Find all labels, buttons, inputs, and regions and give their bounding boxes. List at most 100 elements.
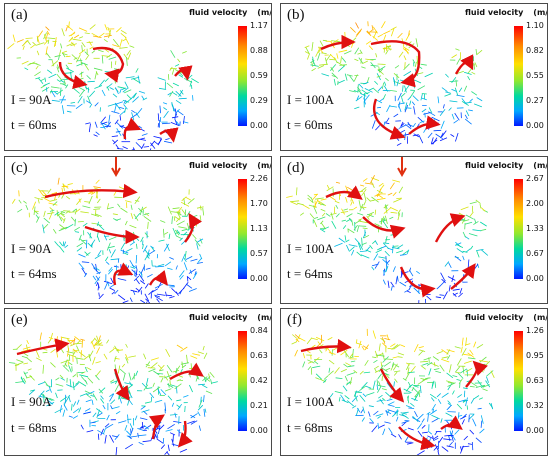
- velocity-vector: [384, 215, 388, 224]
- vortex-arrow: [169, 362, 204, 381]
- velocity-vector: [84, 251, 89, 256]
- velocity-vector: [106, 242, 111, 251]
- velocity-vector: [362, 231, 367, 239]
- velocity-vector: [473, 221, 479, 225]
- velocity-vector: [65, 26, 68, 32]
- velocity-vector: [456, 358, 462, 366]
- velocity-vector: [311, 61, 314, 67]
- velocity-vector: [96, 408, 103, 413]
- velocity-vector: [108, 56, 117, 60]
- velocity-vector: [409, 100, 412, 106]
- colorbar-tick-label: 2.00: [526, 199, 544, 208]
- velocity-vector: [450, 134, 455, 137]
- velocity-vector: [115, 410, 121, 415]
- velocity-vector: [98, 292, 100, 297]
- velocity-vector: [100, 121, 108, 125]
- velocity-vector: [136, 108, 143, 116]
- velocity-vector: [441, 356, 449, 359]
- velocity-vector: [183, 258, 187, 263]
- velocity-vector: [348, 217, 353, 222]
- velocity-vector: [76, 358, 78, 364]
- velocity-vector: [385, 391, 390, 397]
- velocity-vector: [455, 242, 462, 246]
- velocity-vector: [86, 41, 94, 43]
- velocity-vector: [334, 57, 338, 64]
- velocity-vector: [361, 346, 365, 351]
- colorbar: [238, 26, 247, 126]
- velocity-vector: [320, 220, 324, 225]
- velocity-vector: [162, 102, 168, 105]
- velocity-vector: [167, 92, 172, 96]
- velocity-vector: [169, 257, 174, 260]
- velocity-vector: [362, 345, 369, 350]
- velocity-vector: [464, 114, 468, 120]
- velocity-vector: [417, 423, 423, 430]
- velocity-vector: [79, 238, 87, 245]
- velocity-vector: [408, 363, 415, 365]
- velocity-vector: [178, 375, 184, 378]
- velocity-vector: [97, 412, 103, 417]
- velocity-vector: [364, 344, 369, 351]
- velocity-vector: [355, 30, 362, 38]
- velocity-vector: [384, 81, 387, 86]
- velocity-vector: [465, 214, 474, 220]
- velocity-vector: [405, 386, 411, 392]
- velocity-vector: [413, 385, 419, 388]
- velocity-vector: [353, 206, 358, 210]
- velocity-vector: [140, 406, 146, 410]
- velocity-vector: [406, 364, 410, 371]
- velocity-vector: [436, 285, 441, 290]
- velocity-vector: [84, 201, 90, 203]
- velocity-vector: [38, 77, 44, 85]
- velocity-vector: [455, 219, 464, 222]
- velocity-vector: [350, 27, 356, 33]
- velocity-vector: [442, 291, 448, 300]
- velocity-vector: [438, 436, 444, 444]
- velocity-vector: [315, 377, 320, 380]
- velocity-vector: [137, 432, 139, 438]
- velocity-vector: [110, 405, 113, 410]
- velocity-vector: [156, 438, 164, 444]
- velocity-vector: [93, 186, 101, 189]
- velocity-vector: [383, 207, 391, 214]
- velocity-vector: [156, 293, 166, 296]
- colorbar-tick-label: 0.88: [250, 46, 268, 55]
- velocity-vector: [34, 197, 43, 201]
- velocity-vector: [465, 367, 473, 373]
- velocity-vector: [479, 204, 482, 209]
- velocity-vector: [27, 368, 32, 371]
- velocity-vector: [64, 363, 68, 367]
- velocity-vector: [116, 122, 124, 129]
- time-label: t = 60ms: [287, 117, 333, 132]
- velocity-vector: [356, 251, 362, 257]
- velocity-vector: [165, 284, 175, 287]
- velocity-vector: [368, 29, 373, 34]
- velocity-vector: [426, 362, 433, 366]
- velocity-vector: [101, 89, 106, 97]
- velocity-vector: [135, 68, 139, 73]
- velocity-vector: [461, 98, 467, 105]
- velocity-vector: [353, 89, 359, 93]
- velocity-vector: [178, 287, 185, 295]
- velocity-vector: [143, 353, 147, 360]
- velocity-vector: [177, 403, 183, 410]
- velocity-vector: [59, 49, 62, 56]
- velocity-vector: [89, 46, 94, 50]
- velocity-vector: [294, 349, 298, 357]
- velocity-vector: [195, 219, 197, 227]
- velocity-vector: [400, 129, 406, 133]
- velocity-vector: [166, 82, 174, 89]
- velocity-vector: [70, 343, 76, 347]
- velocity-vector: [30, 44, 35, 49]
- velocity-vector: [456, 403, 463, 410]
- velocity-vector: [33, 206, 36, 215]
- velocity-vector: [389, 90, 397, 92]
- velocity-vector: [407, 381, 412, 388]
- velocity-vector: [354, 106, 360, 110]
- velocity-vector: [122, 99, 130, 103]
- velocity-vector: [37, 381, 45, 386]
- velocity-vector: [316, 199, 322, 206]
- vortex-arrow: [454, 54, 474, 75]
- velocity-vector: [197, 411, 201, 417]
